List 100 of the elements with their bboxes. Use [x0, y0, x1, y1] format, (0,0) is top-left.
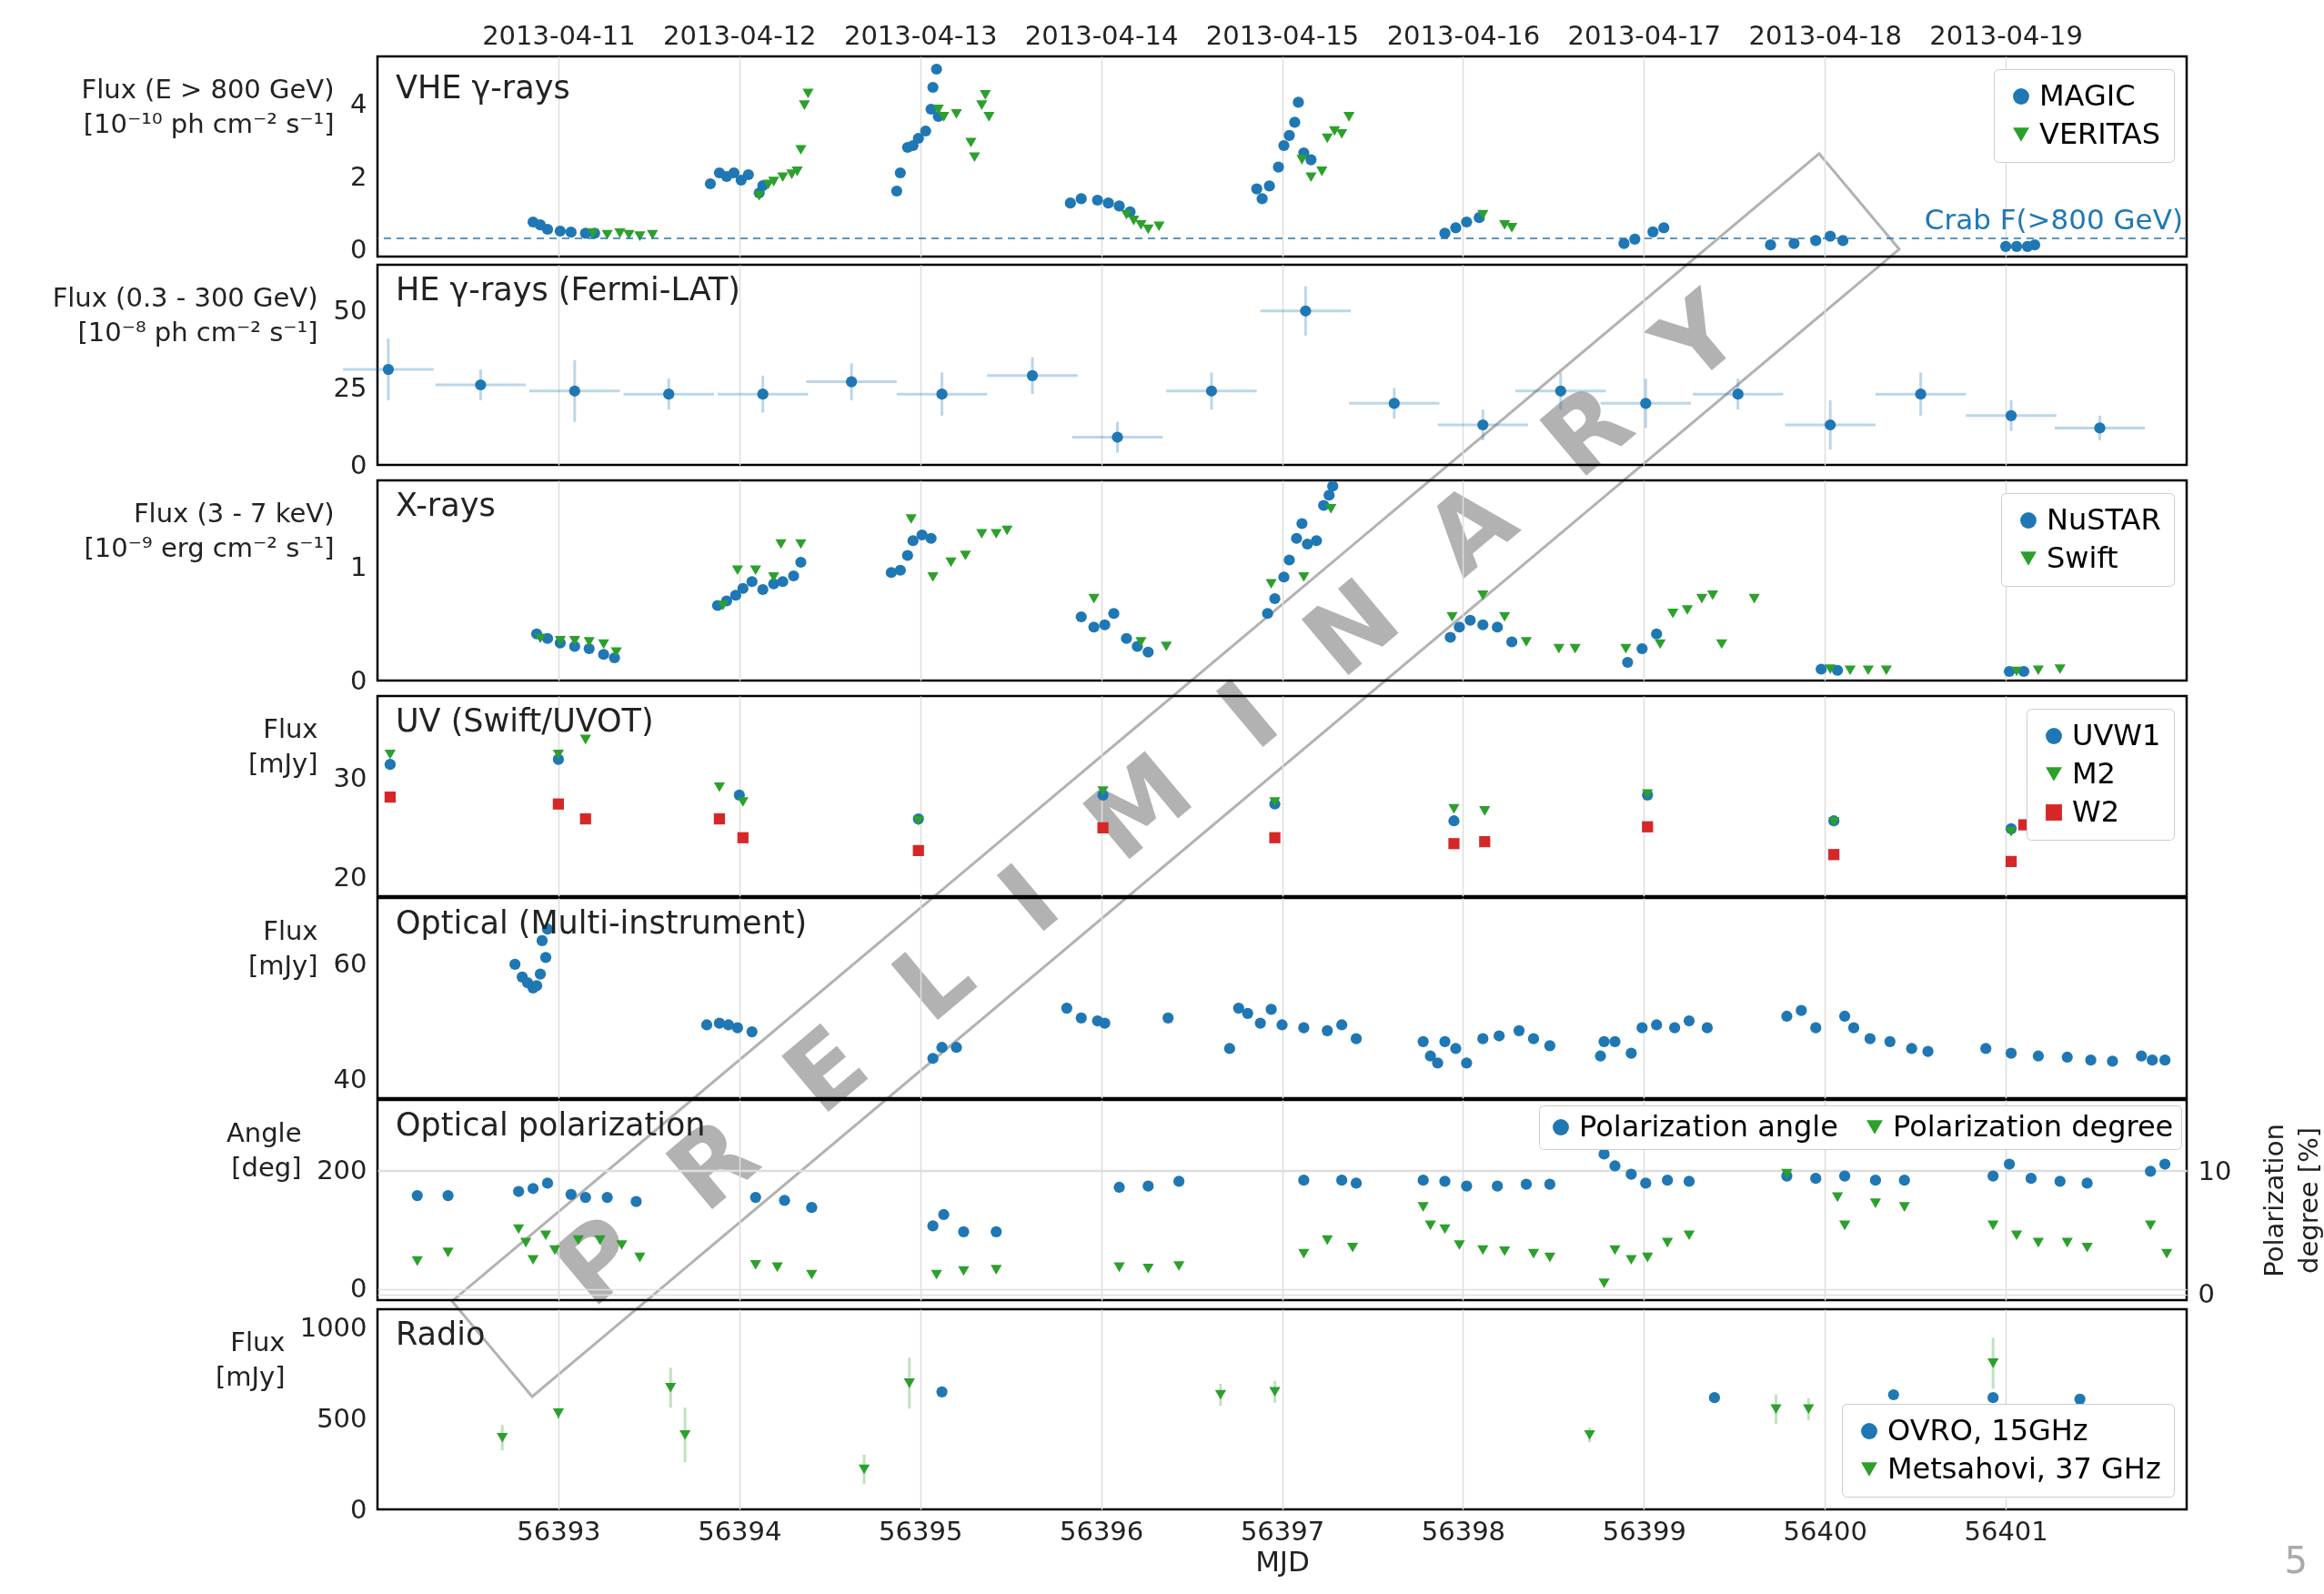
- point: [1999, 240, 2012, 252]
- point: [2005, 409, 2017, 421]
- point: [2017, 665, 2030, 678]
- point: [1273, 161, 1284, 173]
- point: [1092, 194, 1103, 207]
- x2-tick-label: 2013-04-17: [1567, 19, 1722, 51]
- point: [1803, 1404, 1815, 1415]
- point: [1269, 1387, 1281, 1397]
- y-axis-title: Flux (E > 800 GeV) [10⁻¹⁰ ph cm⁻² s⁻¹]: [81, 73, 335, 139]
- point: [1256, 193, 1268, 205]
- point: [1987, 1392, 1999, 1404]
- point: [665, 1382, 677, 1393]
- point: [1283, 129, 1295, 141]
- legend-label: NuSTAR: [2047, 502, 2161, 537]
- point: [795, 145, 807, 156]
- point: [1450, 222, 1462, 234]
- point: [513, 1185, 525, 1197]
- point: [791, 166, 803, 177]
- point: [1322, 133, 1333, 144]
- point: [1584, 1429, 1595, 1440]
- point: [614, 228, 626, 238]
- legend-label: OVRO, 15GHz: [1887, 1413, 2088, 1448]
- point: [2061, 1237, 2073, 1248]
- point: [1153, 221, 1165, 232]
- point: [1296, 155, 1308, 165]
- y-axis-title: Flux (3 - 7 keV) [10⁻⁹ erg cm⁻² s⁻¹]: [84, 497, 335, 563]
- point: [1113, 200, 1125, 212]
- point: [1439, 227, 1451, 239]
- point: [475, 378, 487, 391]
- point: [1987, 1220, 1999, 1231]
- x2-tick-label: 2013-04-11: [482, 19, 636, 51]
- point: [1499, 219, 1511, 230]
- x-tick-label: 56396: [1059, 1515, 1144, 1547]
- point: [1647, 226, 1659, 237]
- point: [938, 112, 950, 122]
- point: [513, 1224, 525, 1235]
- point: [541, 1177, 554, 1189]
- point: [2094, 422, 2106, 434]
- point: [1336, 128, 1348, 139]
- point: [728, 166, 739, 179]
- point: [1102, 197, 1114, 209]
- point: [1887, 1388, 1899, 1401]
- point: [1770, 1404, 1782, 1415]
- point: [1732, 388, 1744, 400]
- legend-label: M2: [2072, 756, 2116, 791]
- y-tick-label: 0: [350, 1273, 367, 1305]
- x2-tick-label: 2013-04-15: [1205, 19, 1360, 51]
- point: [927, 81, 939, 94]
- point: [679, 1429, 691, 1440]
- legend-label: Swift: [2047, 540, 2118, 575]
- ref-line-label: Crab F(>800 GeV): [1924, 203, 2183, 236]
- point: [2074, 1393, 2086, 1405]
- point: [1128, 216, 1140, 226]
- point: [2032, 665, 2045, 676]
- chart-title: X-rays: [396, 487, 496, 523]
- y-tick-label: 2: [350, 160, 367, 192]
- point: [1121, 209, 1132, 220]
- point: [554, 225, 567, 237]
- y2-tick-label: 10: [2198, 1155, 2232, 1186]
- x-tick-label: 56393: [517, 1515, 601, 1547]
- x-axis-title: MJD: [1255, 1544, 1310, 1578]
- y-tick-label: 30: [333, 762, 367, 793]
- point: [735, 174, 747, 187]
- point: [2010, 666, 2023, 677]
- point: [384, 749, 397, 760]
- point: [704, 177, 717, 190]
- x-tick-label: 56397: [1240, 1515, 1325, 1547]
- point: [912, 132, 924, 145]
- point: [936, 1386, 948, 1397]
- point: [1862, 665, 1875, 676]
- point: [1869, 1175, 1882, 1186]
- point: [894, 166, 906, 179]
- point: [2028, 239, 2041, 251]
- point: [1838, 1170, 1851, 1182]
- point: [2145, 1220, 2157, 1231]
- point: [1263, 180, 1275, 192]
- y-axis-title: Flux [mJy]: [215, 1326, 286, 1392]
- point: [1343, 112, 1355, 122]
- point: [384, 759, 397, 771]
- point: [2005, 826, 2017, 837]
- point: [1477, 209, 1489, 220]
- point: [1810, 1173, 1822, 1185]
- point: [534, 633, 547, 644]
- point: [2003, 1158, 2016, 1170]
- legend-label: MAGIC: [2039, 78, 2136, 113]
- point: [980, 90, 991, 100]
- legend-label: Metsahovi, 37 GHz: [1887, 1451, 2161, 1486]
- point: [1898, 1175, 1910, 1186]
- point: [951, 108, 962, 119]
- point: [1748, 593, 1760, 604]
- point: [1825, 664, 1836, 674]
- y-tick-label: 4: [350, 87, 367, 119]
- point: [2005, 855, 2017, 867]
- point: [497, 1432, 508, 1443]
- point: [1289, 116, 1301, 128]
- point: [1316, 166, 1328, 177]
- point: [2159, 1158, 2171, 1170]
- point: [601, 229, 613, 240]
- point: [1880, 665, 1892, 676]
- point: [802, 88, 814, 99]
